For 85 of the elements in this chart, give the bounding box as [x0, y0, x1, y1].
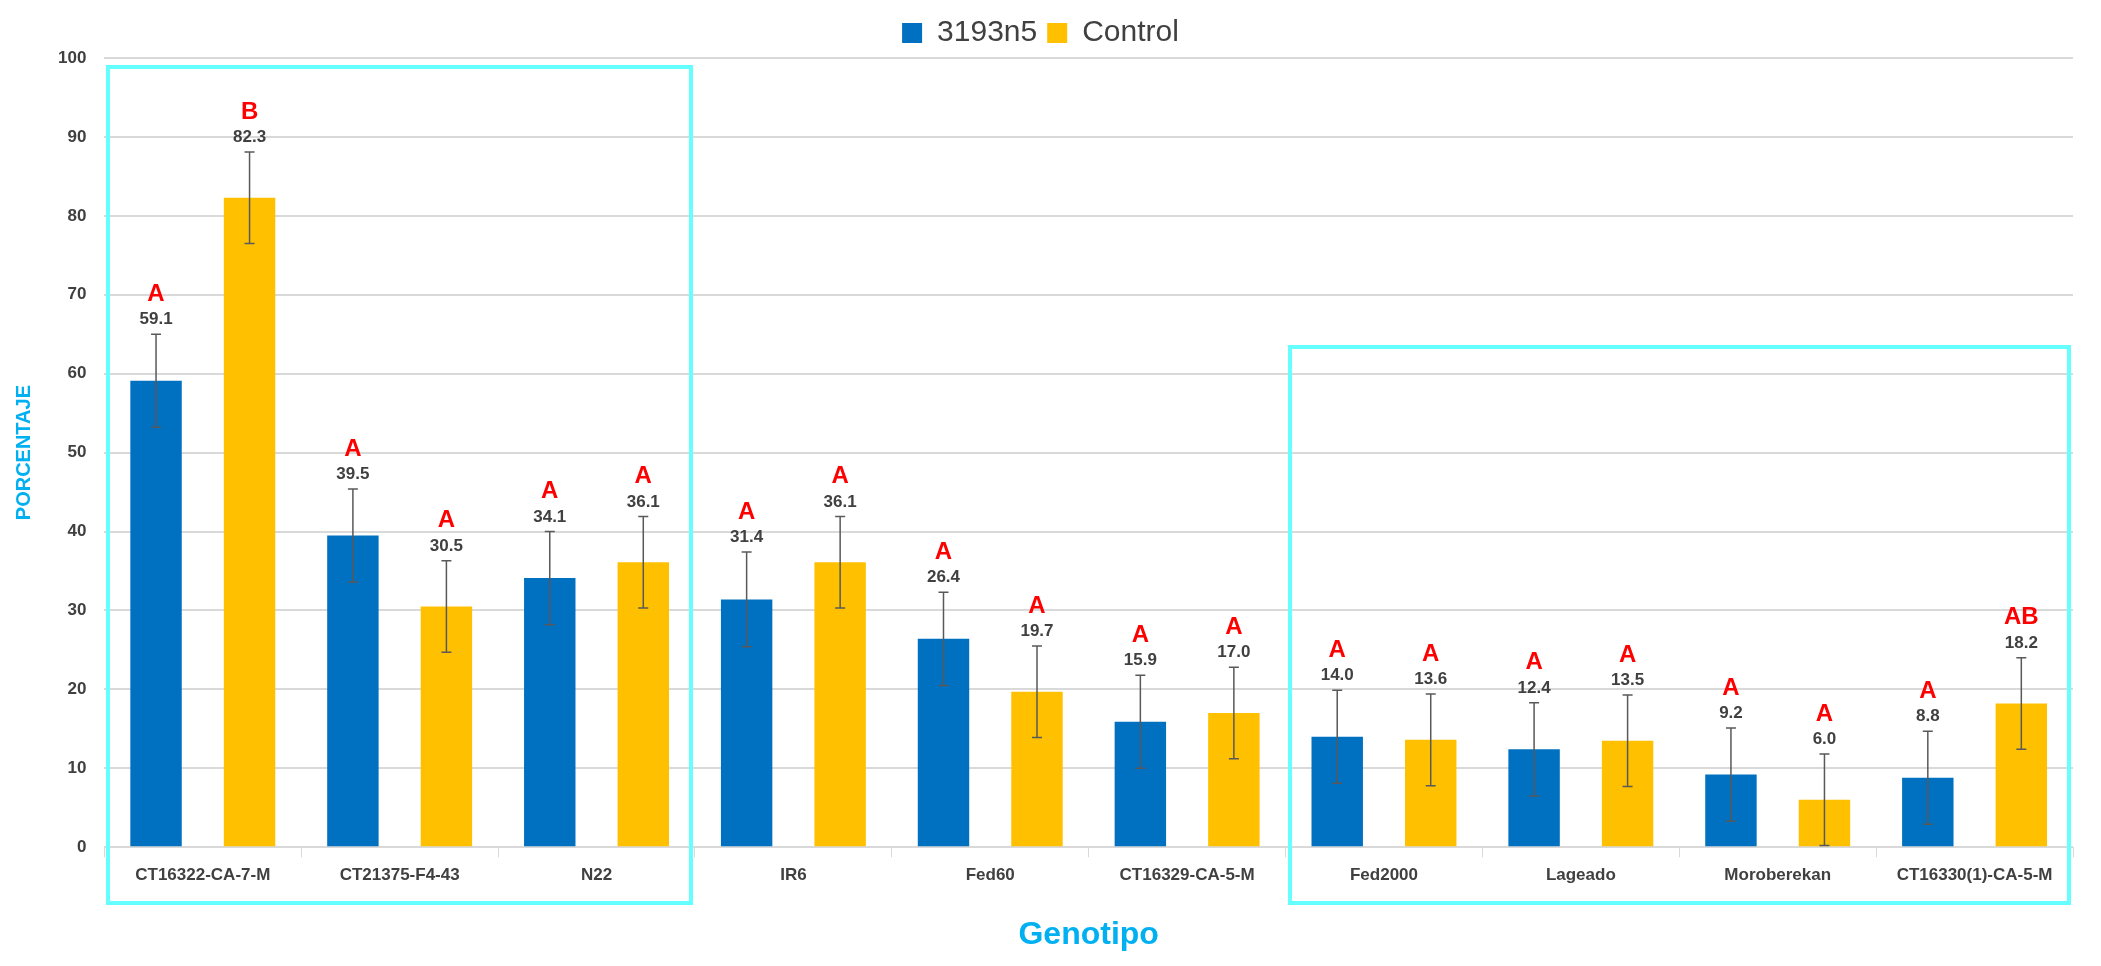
bar	[420, 606, 473, 847]
annotation: A	[541, 476, 559, 504]
bar	[917, 638, 970, 847]
data-label: 13.5	[1611, 670, 1645, 690]
y-tick-label: 60	[67, 363, 87, 383]
bar	[1705, 774, 1757, 847]
annotation: A	[1815, 698, 1834, 726]
data-label: 31.4	[730, 527, 764, 547]
data-label: 36.1	[626, 491, 660, 511]
annotation: A	[1328, 634, 1346, 662]
y-tick-label: 80	[67, 205, 87, 225]
annotation: A	[1919, 675, 1937, 703]
x-tick-label: Fed60	[965, 865, 1015, 885]
x-axis-title: Genotipo	[1018, 914, 1159, 951]
bar	[617, 562, 669, 847]
annotation: A	[634, 461, 652, 489]
x-tick-label: CT16330(1)-CA-5-M	[1896, 865, 2053, 885]
y-tick-label: 70	[67, 284, 87, 304]
bar	[1508, 749, 1560, 847]
bar	[814, 562, 866, 847]
x-tick-label: Lageado	[1545, 865, 1616, 885]
x-tick-label: CT21375-F4-43	[339, 865, 460, 885]
data-label: 14.0	[1320, 665, 1354, 685]
data-label: 30.5	[429, 535, 463, 555]
bar	[130, 380, 182, 847]
annotation: A	[1722, 672, 1740, 700]
annotation: A	[1028, 590, 1046, 618]
bar	[327, 535, 379, 847]
annotation: A	[147, 278, 165, 306]
annotation: B	[240, 96, 259, 124]
bar	[1114, 721, 1167, 847]
data-label: 19.7	[1020, 621, 1054, 641]
annotation: A	[344, 433, 362, 461]
x-tick-label: IR6	[780, 865, 807, 885]
y-tick-label: 50	[67, 442, 87, 462]
y-tick-label: 20	[67, 679, 87, 699]
data-label: 36.1	[823, 491, 857, 511]
bar	[1798, 799, 1851, 847]
data-label: 34.1	[533, 506, 567, 526]
y-tick-label: 10	[67, 757, 87, 777]
legend-label: 3193n5	[937, 14, 1038, 48]
data-label: 39.5	[336, 464, 370, 484]
bar	[720, 599, 773, 847]
x-tick-label: Fed2000	[1349, 865, 1418, 885]
data-label: 13.6	[1414, 669, 1448, 689]
annotation: A	[831, 461, 849, 489]
data-label: 82.3	[233, 127, 267, 147]
bar	[1902, 777, 1954, 847]
bar	[1995, 703, 2048, 847]
annotation: A	[934, 536, 953, 564]
data-label: 8.8	[1915, 706, 1940, 726]
annotation: A	[1618, 639, 1637, 667]
bar	[1405, 739, 1457, 847]
data-label: 9.2	[1719, 703, 1743, 723]
x-tick-label: CT16322-CA-7-M	[135, 865, 271, 885]
data-label: 15.9	[1123, 650, 1157, 670]
data-label: 26.4	[926, 567, 961, 587]
annotation: AB	[2003, 602, 2039, 630]
annotation: A	[1225, 611, 1243, 639]
x-tick-label: N22	[580, 865, 613, 885]
bar	[1311, 736, 1363, 847]
data-label: 6.0	[1812, 729, 1837, 749]
bar	[1601, 740, 1654, 847]
data-label: 17.0	[1217, 642, 1251, 662]
y-tick-label: 0	[76, 836, 87, 856]
bar	[524, 578, 576, 847]
y-tick-label: 90	[67, 126, 87, 146]
x-tick-label: CT16329-CA-5-M	[1119, 865, 1255, 885]
y-tick-label: 40	[67, 521, 87, 541]
legend-label: Control	[1082, 14, 1179, 48]
y-axis-title: PORCENTAJE	[11, 384, 34, 521]
data-label: 18.2	[2004, 632, 2038, 652]
annotation: A	[437, 505, 456, 533]
x-tick-label: Moroberekan	[1724, 865, 1832, 885]
bar	[1208, 713, 1260, 847]
data-label: 59.1	[139, 309, 173, 329]
annotation: A	[1525, 647, 1543, 675]
annotation: A	[1422, 638, 1440, 666]
annotation: A	[737, 496, 756, 524]
bar	[1011, 691, 1063, 847]
y-tick-label: 100	[57, 47, 87, 67]
annotation: A	[1131, 619, 1150, 647]
data-label: 12.4	[1517, 677, 1552, 697]
bar	[223, 197, 276, 847]
y-tick-label: 30	[67, 600, 87, 620]
